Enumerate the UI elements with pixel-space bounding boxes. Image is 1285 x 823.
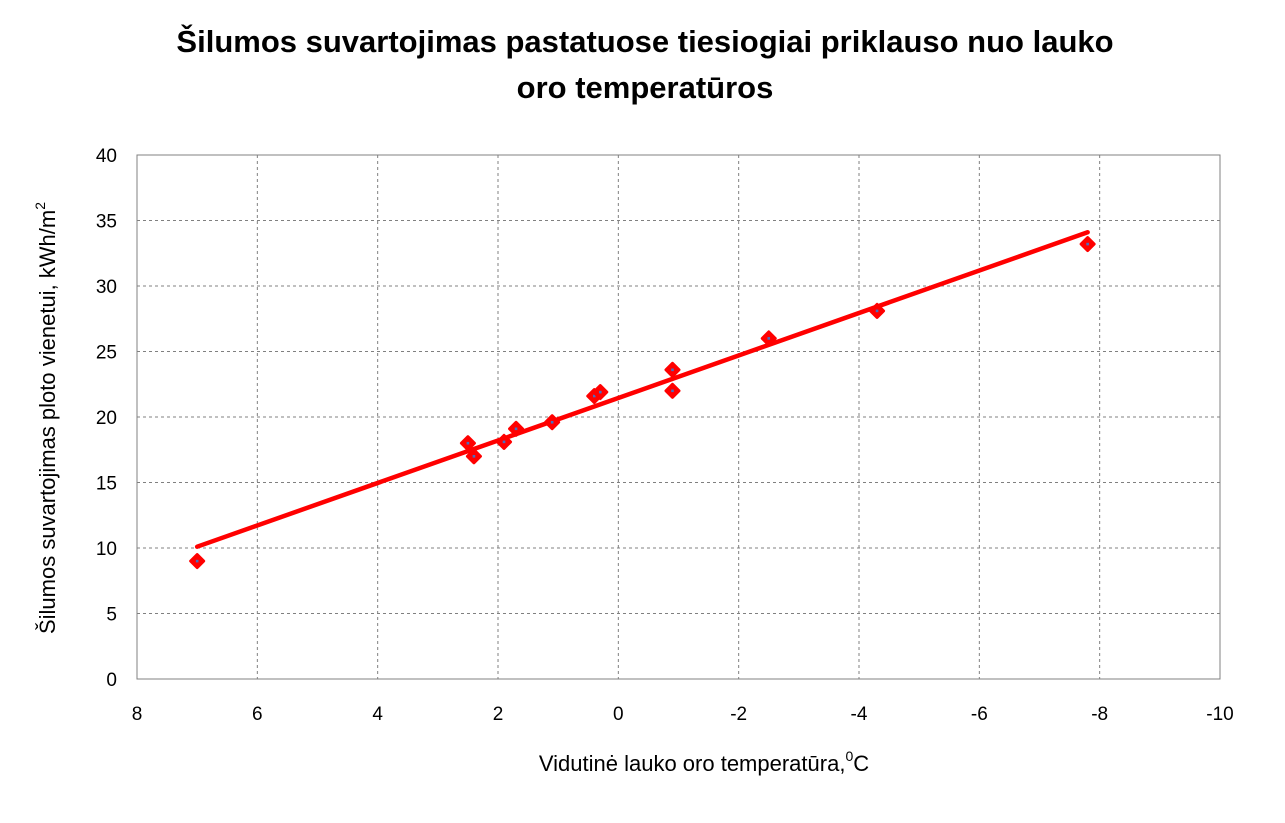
gridlines [137,155,1220,679]
x-tick-label: -6 [971,704,988,725]
data-point [189,553,206,570]
data-points [189,236,1096,570]
y-tick-label: 5 [106,605,117,626]
data-point [760,330,777,347]
y-tick-label: 0 [106,670,117,691]
data-point [664,382,681,399]
x-tick-label: 4 [372,704,383,725]
plot-area [136,154,1221,680]
x-tick-label: -10 [1206,704,1233,725]
y-axis-label-superscript: 2 [32,202,48,210]
trendline [194,230,1090,549]
y-tick-label: 30 [96,277,117,298]
y-tick-label: 10 [96,539,117,560]
chart-title-line-1: Šilumos suvartojimas pastatuose tiesiogi… [176,23,1113,59]
x-tick-label: 2 [493,704,504,725]
y-tick-label: 40 [96,146,117,167]
y-tick-label: 25 [96,343,117,364]
data-point [508,420,525,437]
y-tick-label: 15 [96,474,117,495]
y-tick-label: 20 [96,408,117,429]
data-point [544,414,561,431]
chart-title-line-2: oro temperatūros [517,70,774,105]
data-point [664,361,681,378]
x-axis-label-unit: C [853,751,869,776]
data-point [592,384,609,401]
x-tick-label: 0 [613,704,624,725]
x-tick-label: -4 [851,704,868,725]
x-tick-label: -2 [730,704,747,725]
x-axis-label: Vidutinė lauko oro temperatūra,0C [539,748,869,776]
data-point [459,435,476,452]
y-tick-label: 35 [96,212,117,233]
x-tick-label: 6 [252,704,263,725]
x-axis-label-text: Vidutinė lauko oro temperatūra, [539,751,846,776]
x-axis-label-superscript: 0 [845,748,853,764]
y-axis-label: Šilumos suvartojimas ploto vienetui, kWh… [32,202,60,634]
data-point [869,302,886,319]
data-point [496,433,513,450]
data-point [465,448,482,465]
x-tick-label: -8 [1091,704,1108,725]
x-tick-label: 8 [132,704,143,725]
data-point [1079,236,1096,253]
y-axis-label-text: Šilumos suvartojimas ploto vienetui, kWh… [35,210,60,634]
trendline-layer [194,230,1090,549]
